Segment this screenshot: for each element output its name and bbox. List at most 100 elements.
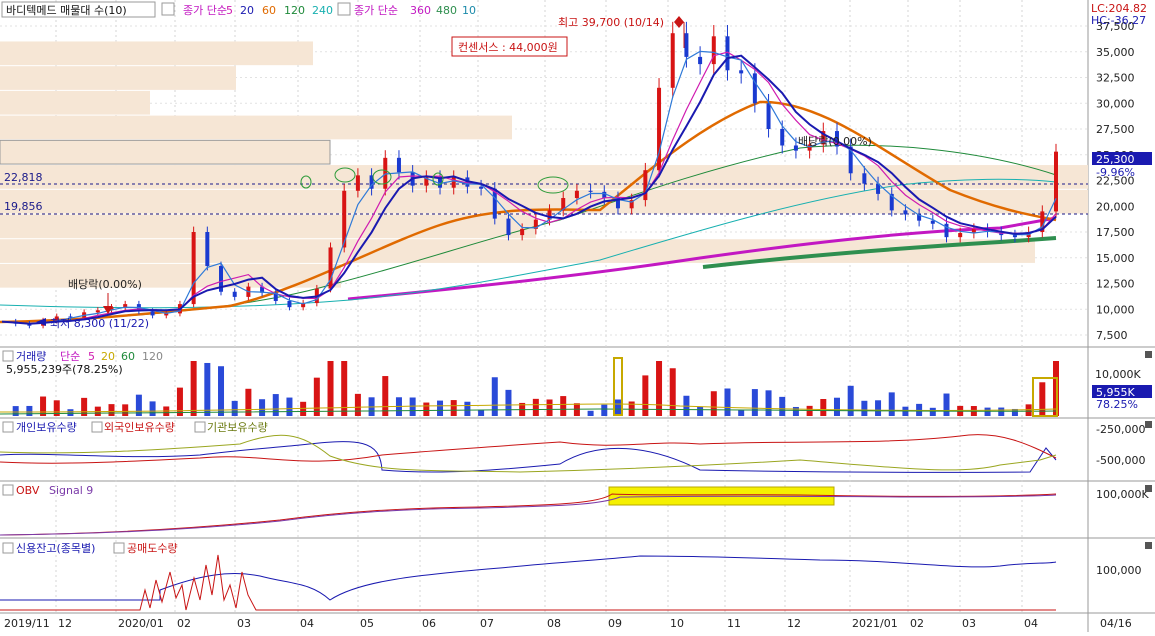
obv-legend: OBV Signal 9 [2,484,93,497]
volume-profile-bar [0,189,1088,214]
candle-body [533,219,538,229]
volume-bar [710,391,717,416]
candle-body [54,316,59,321]
candle-body [219,265,224,292]
candle-body [492,188,497,219]
volume-bar [423,402,430,416]
time-tick-label: 09 [608,617,622,630]
volume-bar [916,403,923,416]
volume-bar [697,406,704,416]
svg-text:Signal 9: Signal 9 [49,484,93,497]
volume-profile-bar [0,165,1088,189]
candle-body [68,316,73,318]
dividend-annotation-1: 배당락(0.00%) [68,278,142,314]
svg-text:거래량: 거래량 [16,350,46,363]
volume-bar [601,404,608,416]
candle-body [506,218,511,236]
price-tick-label: 12,500 [1096,278,1135,291]
candle-body [903,210,908,215]
time-tick-label: 05 [360,617,374,630]
candle-body [424,177,429,186]
volume-bar [560,396,567,416]
volume-bar [176,387,183,416]
candle-body [260,286,265,293]
volume-bar [669,368,676,416]
time-tick-label: 04/16 [1100,617,1132,630]
volume-profile [0,41,1088,288]
signal-markers [300,167,569,194]
candle-body [396,157,401,173]
holdings-axis: -250,000 -500,000 [1096,421,1152,467]
svg-text:25,300: 25,300 [1096,153,1135,166]
time-tick-label: 03 [237,617,251,630]
candle-body [657,87,662,171]
credit-balance-line [0,555,1057,601]
ma10-line [1,50,1057,325]
svg-text:공매도수량: 공매도수량 [127,542,178,555]
obv-axis: 100,000K [1096,485,1152,501]
volume-bar [272,394,279,416]
volume-bar [943,393,950,416]
volume-bar [532,398,539,416]
volume-bar [108,404,115,416]
hc-label: HC:-36.27 [1091,14,1146,27]
svg-text:최고 39,700 (10/14): 최고 39,700 (10/14) [558,16,664,29]
institution-holdings-line [0,434,1057,473]
price-tick-label: 30,000 [1096,97,1135,110]
volume-bar [833,397,840,416]
svg-text:100,000: 100,000 [1096,564,1142,577]
volume-bar [491,377,498,416]
time-tick-label: 02 [910,617,924,630]
lc-label: LC:204.82 [1091,2,1147,15]
price-tick-label: 35,000 [1096,46,1135,59]
candle-body [643,170,648,201]
svg-text:개인보유수량: 개인보유수량 [16,421,77,434]
volume-bar [231,400,238,416]
volume-bar [218,366,225,416]
volume-legend: 거래량 단순 5 20 60 120 5,955,239주(78.25%) [2,350,163,376]
svg-text:최저 8,300 (11/22): 최저 8,300 (11/22) [50,317,149,330]
svg-text:20: 20 [101,350,115,363]
svg-text:120: 120 [142,350,163,363]
credit-axis: 100,000 [1096,542,1152,577]
volume-bar [724,388,731,416]
volume-axis: 10,000K 5,955K 78.25% [1092,351,1152,411]
candle-body [561,198,566,211]
volume-bar [614,399,621,416]
volume-profile-bar [0,239,1035,263]
hline-label-1: 22,818 [4,171,43,184]
candle-body [780,129,785,146]
candle-body [273,292,278,302]
volume-bar [792,406,799,416]
svg-text:60: 60 [121,350,135,363]
volume-bar [861,400,868,416]
price-series [1,21,1058,329]
svg-text:10,000K: 10,000K [1095,368,1141,381]
svg-text:OBV: OBV [16,484,40,497]
candle-body [383,157,388,189]
volume-bar [875,400,882,416]
svg-text:10: 10 [462,4,476,17]
svg-text:컨센서스 : 44,000원: 컨센서스 : 44,000원 [458,41,558,54]
time-tick-label: 04 [1024,617,1038,630]
volume-bar [464,401,471,416]
volume-bar [656,361,663,416]
volume-highlight-1 [613,357,623,416]
svg-text:5,955K: 5,955K [1096,386,1135,399]
volume-bar [546,399,553,416]
price-tick-label: 15,000 [1096,252,1135,265]
candle-body [123,304,128,308]
volume-bar [998,407,1005,416]
volume-bar [984,407,991,416]
volume-bar [286,397,293,416]
candle-body [520,228,525,236]
svg-text:5: 5 [88,350,95,363]
obv-signal-line [0,494,1057,536]
candle-body [876,183,881,194]
svg-text:60: 60 [262,4,276,17]
candle-body [191,232,196,305]
volume-bar [738,409,745,416]
candle-body [164,313,169,316]
volume-profile-bar [0,41,313,66]
